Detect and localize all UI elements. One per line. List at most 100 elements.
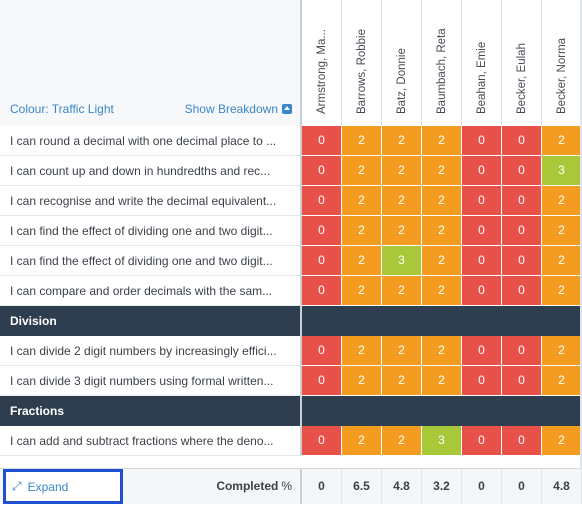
objective-label[interactable]: I can find the effect of dividing one an…	[0, 216, 302, 246]
score-cell[interactable]: 2	[542, 366, 582, 396]
score-cell[interactable]: 2	[382, 156, 422, 186]
score-cell[interactable]: 0	[462, 186, 502, 216]
completed-value: 3.2	[422, 469, 462, 504]
student-column-header[interactable]: Armstrong, Ma...	[302, 0, 342, 126]
score-cell[interactable]: 2	[342, 366, 382, 396]
vertical-scrollbar[interactable]	[580, 0, 582, 468]
score-cell[interactable]: 2	[382, 336, 422, 366]
objective-label[interactable]: I can recognise and write the decimal eq…	[0, 186, 302, 216]
score-cell[interactable]: 0	[462, 156, 502, 186]
score-cell[interactable]: 0	[502, 276, 542, 306]
score-cell[interactable]: 2	[382, 216, 422, 246]
score-cell[interactable]: 0	[302, 366, 342, 396]
objective-label[interactable]: I can divide 3 digit numbers using forma…	[0, 366, 302, 396]
score-cell[interactable]: 0	[502, 336, 542, 366]
score-cell[interactable]: 2	[382, 186, 422, 216]
score-cell[interactable]: 2	[382, 126, 422, 156]
score-cell[interactable]: 0	[462, 276, 502, 306]
score-cell[interactable]: 0	[302, 336, 342, 366]
score-cell[interactable]: 2	[342, 186, 382, 216]
score-cell[interactable]: 0	[302, 426, 342, 456]
score-cell[interactable]: 2	[342, 156, 382, 186]
header-controls: Colour: Traffic Light Show Breakdown	[0, 0, 302, 126]
grid-body: I can round a decimal with one decimal p…	[0, 126, 582, 456]
objective-row: I can find the effect of dividing one an…	[0, 246, 582, 276]
score-cell[interactable]: 0	[502, 126, 542, 156]
score-cell[interactable]: 2	[422, 186, 462, 216]
score-cell[interactable]: 2	[382, 426, 422, 456]
score-cell[interactable]: 3	[382, 246, 422, 276]
score-cell[interactable]: 2	[422, 276, 462, 306]
score-cell[interactable]: 2	[342, 426, 382, 456]
show-breakdown-label: Show Breakdown	[184, 102, 278, 116]
score-cell[interactable]: 0	[462, 426, 502, 456]
student-column-header[interactable]: Beahan, Emie	[462, 0, 502, 126]
score-cell[interactable]: 3	[542, 156, 582, 186]
score-cell[interactable]: 0	[302, 216, 342, 246]
score-cell[interactable]: 0	[502, 366, 542, 396]
score-cell[interactable]: 0	[302, 186, 342, 216]
score-cell[interactable]: 2	[542, 276, 582, 306]
expand-button[interactable]: ⤢ Expand	[3, 469, 123, 504]
score-cell[interactable]: 0	[302, 126, 342, 156]
score-cell[interactable]: 2	[382, 276, 422, 306]
score-cell[interactable]: 0	[502, 156, 542, 186]
score-cell[interactable]: 2	[542, 186, 582, 216]
student-column-header[interactable]: Batz, Donnie	[382, 0, 422, 126]
show-breakdown-button[interactable]: Show Breakdown	[185, 102, 292, 116]
score-cell[interactable]: 2	[542, 426, 582, 456]
student-column-header[interactable]: Becker, Eulah	[502, 0, 542, 126]
score-cell[interactable]: 2	[342, 216, 382, 246]
score-cell[interactable]: 2	[382, 366, 422, 396]
score-cell[interactable]: 0	[462, 366, 502, 396]
objective-label[interactable]: I can divide 2 digit numbers by increasi…	[0, 336, 302, 366]
objective-label[interactable]: I can find the effect of dividing one an…	[0, 246, 302, 276]
score-cell[interactable]: 0	[502, 216, 542, 246]
objective-row: I can round a decimal with one decimal p…	[0, 126, 582, 156]
score-cell[interactable]: 0	[462, 336, 502, 366]
objective-label[interactable]: I can count up and down in hundredths an…	[0, 156, 302, 186]
student-column-header[interactable]: Barrows, Robbie	[342, 0, 382, 126]
student-name: Becker, Norma	[556, 37, 568, 114]
objective-label[interactable]: I can compare and order decimals with th…	[0, 276, 302, 306]
student-name: Barrows, Robbie	[356, 28, 368, 114]
student-column-header[interactable]: Becker, Norma	[542, 0, 582, 126]
score-cell[interactable]: 0	[502, 426, 542, 456]
colour-mode-selector[interactable]: Colour: Traffic Light	[10, 102, 114, 116]
score-cell[interactable]: 0	[302, 246, 342, 276]
score-cell[interactable]: 2	[422, 246, 462, 276]
section-title: Fractions	[0, 396, 302, 426]
student-name: Armstrong, Ma...	[316, 29, 328, 114]
score-cell[interactable]: 0	[462, 246, 502, 276]
score-cell[interactable]: 3	[422, 426, 462, 456]
score-cell[interactable]: 0	[462, 216, 502, 246]
score-cell[interactable]: 0	[302, 156, 342, 186]
student-columns: Armstrong, Ma... Barrows, Robbie Batz, D…	[302, 0, 582, 126]
completed-value: 6.5	[342, 469, 382, 504]
score-cell[interactable]: 2	[342, 126, 382, 156]
score-cell[interactable]: 2	[422, 126, 462, 156]
objective-label[interactable]: I can round a decimal with one decimal p…	[0, 126, 302, 156]
score-cell[interactable]: 2	[542, 216, 582, 246]
score-cell[interactable]: 0	[302, 276, 342, 306]
score-cell[interactable]: 2	[422, 366, 462, 396]
score-cell[interactable]: 2	[542, 246, 582, 276]
score-cell[interactable]: 2	[342, 276, 382, 306]
score-cell[interactable]: 0	[502, 186, 542, 216]
score-cell[interactable]: 2	[542, 126, 582, 156]
objective-row: I can compare and order decimals with th…	[0, 276, 582, 306]
score-cell[interactable]: 0	[462, 126, 502, 156]
score-cell[interactable]: 2	[422, 216, 462, 246]
score-cell[interactable]: 2	[422, 336, 462, 366]
completed-value: 0	[502, 469, 542, 504]
score-cell[interactable]: 2	[542, 336, 582, 366]
score-cell[interactable]: 2	[342, 336, 382, 366]
expand-label: Expand	[27, 479, 69, 494]
completed-value: 0	[302, 469, 342, 504]
student-column-header[interactable]: Baumbach, Reta	[422, 0, 462, 126]
section-header-row: Fractions	[0, 396, 582, 426]
score-cell[interactable]: 2	[422, 156, 462, 186]
objective-label[interactable]: I can add and subtract fractions where t…	[0, 426, 302, 456]
score-cell[interactable]: 2	[342, 246, 382, 276]
score-cell[interactable]: 0	[502, 246, 542, 276]
